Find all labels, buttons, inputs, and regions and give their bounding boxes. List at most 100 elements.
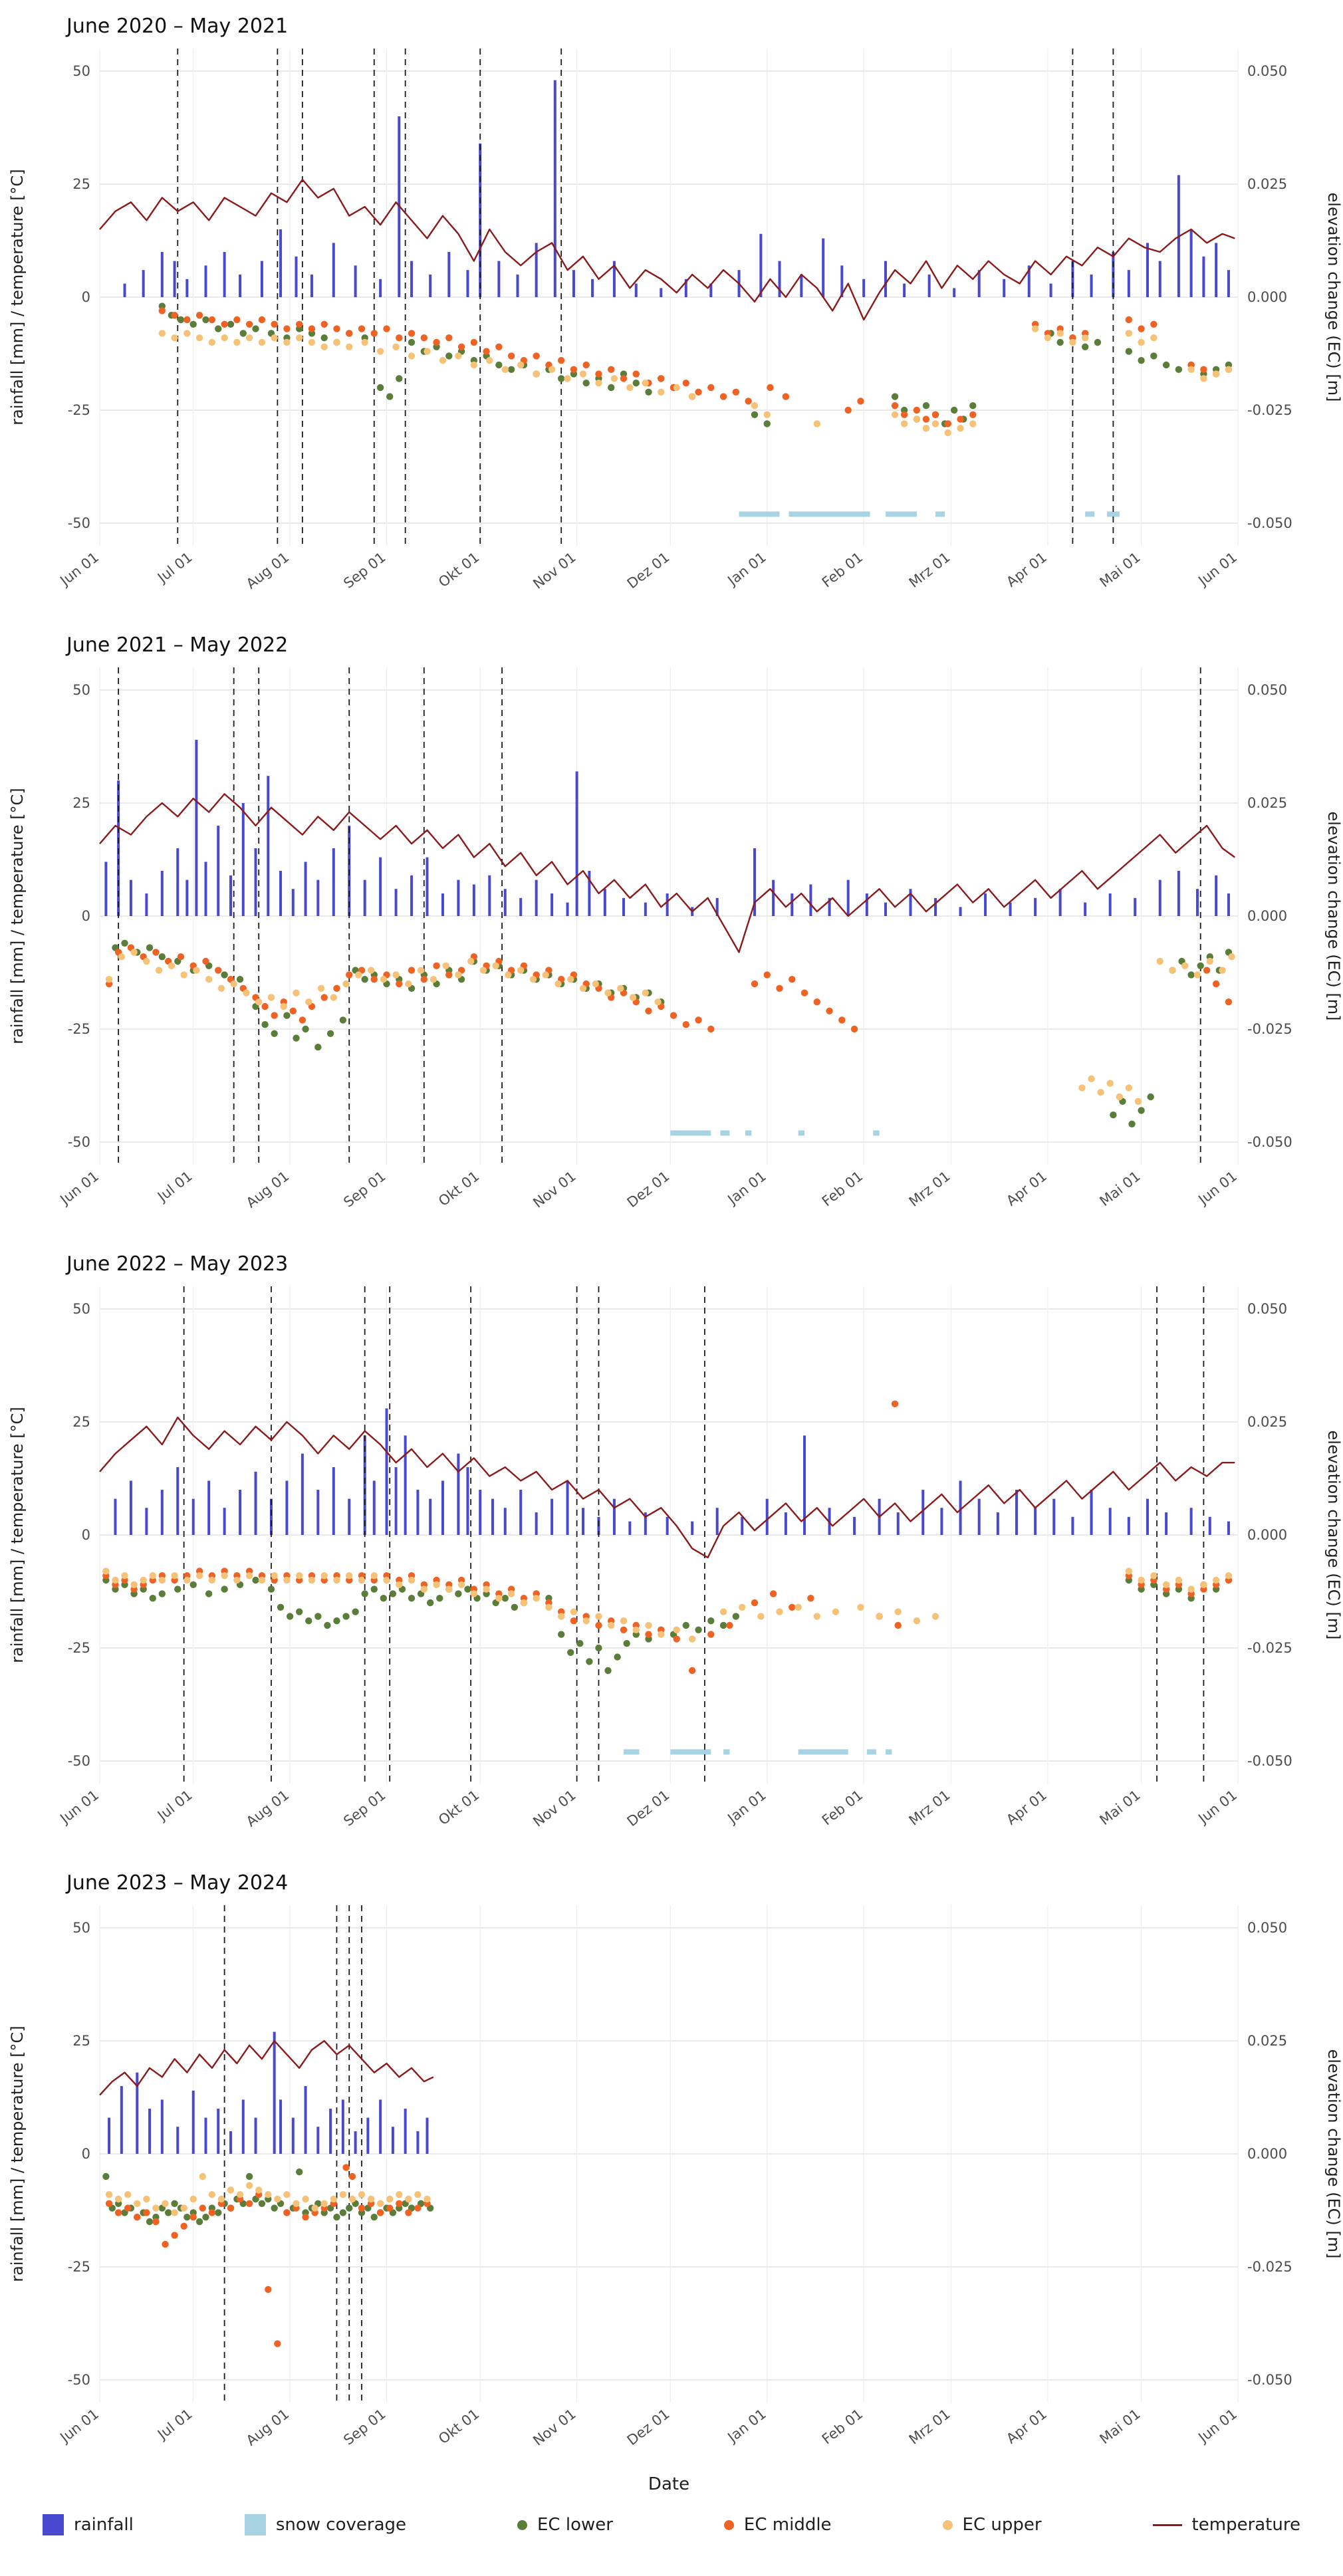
svg-text:-25: -25 [68,1640,90,1656]
svg-text:Nov 01: Nov 01 [530,1787,578,1830]
svg-text:0: 0 [82,289,90,305]
svg-text:-0.025: -0.025 [1247,1021,1292,1037]
svg-text:Sep 01: Sep 01 [340,2406,388,2448]
panel-plot-1: -50 -25 0 25 50 -0.050 -0.025 0.000 0.025 0.050 Ju… [8,667,1343,1211]
svg-text:Jun 01: Jun 01 [1195,549,1241,590]
ec-lower-points [158,302,1233,427]
ec-upper-points [105,2172,431,2216]
svg-text:0.025: 0.025 [1247,2033,1287,2049]
svg-text:Jun 01: Jun 01 [57,2406,102,2446]
temperature-line [99,793,1236,953]
svg-text:Dez 01: Dez 01 [624,2406,673,2448]
y-axis-title-right: elevation change (EC) [m] [1324,811,1343,1020]
svg-text:0: 0 [82,908,90,924]
svg-text:Nov 01: Nov 01 [530,1168,578,1211]
svg-text:25: 25 [72,1414,90,1430]
x-axis-title: Date [648,2474,690,2494]
svg-text:Apr 01: Apr 01 [1003,1168,1050,1209]
survey-date-lines [177,49,1114,546]
panel-plot-0: -50 -25 0 25 50 -0.050 -0.025 0.000 0.025 0.050 Ju… [8,49,1343,592]
svg-text:Feb 01: Feb 01 [819,2406,866,2447]
svg-text:25: 25 [72,2033,90,2049]
svg-text:Jul 01: Jul 01 [154,2406,195,2443]
ec-upper-points [158,325,1233,437]
svg-text:0.025: 0.025 [1247,1414,1287,1430]
svg-text:50: 50 [72,63,90,79]
panel-plot-3: -50 -25 0 25 50 -0.050 -0.025 0.000 0.025 0.050 Ju… [8,1905,1343,2449]
svg-text:Jun 01: Jun 01 [1195,1168,1241,1209]
svg-text:Jul 01: Jul 01 [154,549,195,586]
ec-upper-points [102,1568,1233,1643]
y-axis-labels-right: -0.050 -0.025 0.000 0.025 0.050 [1247,1301,1292,1769]
panel-2022-2023: June 2022 – May 2023 -50 -25 0 25 50 -0.050 -0… [0,1252,1343,1861]
svg-text:0.000: 0.000 [1247,289,1287,305]
y-axis-title-right: elevation change (EC) [m] [1324,1430,1343,1639]
temperature-line [99,179,1235,321]
svg-text:0.025: 0.025 [1247,795,1287,811]
svg-text:elevation change (EC) [m]: elevation change (EC) [m] [1324,2049,1343,2258]
survey-date-lines [183,1286,1205,1784]
svg-text:Jun 01: Jun 01 [1195,2406,1241,2446]
svg-text:0: 0 [82,1527,90,1543]
y-axis-title-left: rainfall [mm] / temperature [°C] [8,169,27,425]
ec-middle-dot-icon [723,2519,734,2530]
svg-text:Okt 01: Okt 01 [435,1787,482,1828]
svg-text:-0.050: -0.050 [1247,2372,1292,2388]
y-axis-labels-left: -50 -25 0 25 50 [68,1301,90,1769]
grid [99,49,1239,546]
y-axis-labels-right: -0.050 -0.025 0.000 0.025 0.050 [1247,682,1292,1150]
svg-text:Dez 01: Dez 01 [624,1787,673,1829]
svg-text:Mrz 01: Mrz 01 [906,2406,953,2448]
svg-text:Aug 01: Aug 01 [243,1787,292,1830]
panel-plot-2: -50 -25 0 25 50 -0.050 -0.025 0.000 0.025 0.050 Ju… [8,1286,1343,1830]
legend: rainfall snow coverage EC lower EC middl… [43,2514,1300,2554]
svg-text:Jun 01: Jun 01 [57,549,102,590]
legend-label: snow coverage [275,2515,407,2535]
y-axis-labels-left: -50 -25 0 25 50 [68,1920,90,2388]
svg-text:50: 50 [72,1301,90,1317]
svg-text:Feb 01: Feb 01 [819,549,866,590]
svg-text:elevation change (EC) [m]: elevation change (EC) [m] [1324,192,1343,402]
svg-text:Feb 01: Feb 01 [819,1787,866,1828]
svg-text:0.000: 0.000 [1247,908,1287,924]
y-axis-labels-left: -50 -25 0 25 50 [68,63,90,531]
svg-text:-25: -25 [68,402,90,418]
svg-text:Sep 01: Sep 01 [340,1787,388,1829]
x-axis-labels: Jun 01 Jul 01 Aug 01 Sep 01 Okt 01 Nov 01 Dez … [57,549,1241,592]
svg-text:0.025: 0.025 [1247,176,1287,192]
svg-text:elevation change (EC) [m]: elevation change (EC) [m] [1324,811,1343,1020]
svg-text:Jun 01: Jun 01 [1195,1787,1241,1827]
panel-title: June 2020 – May 2021 [66,15,289,38]
y-axis-title-right: elevation change (EC) [m] [1324,2049,1343,2258]
svg-text:0.050: 0.050 [1247,1301,1287,1317]
x-axis-labels: Jun 01 Jul 01 Aug 01 Sep 01 Okt 01 Nov 01 Dez … [57,2406,1241,2449]
svg-text:0.050: 0.050 [1247,682,1287,698]
svg-text:Jan 01: Jan 01 [724,1787,769,1827]
svg-text:Aug 01: Aug 01 [243,1168,292,1211]
svg-text:Jan 01: Jan 01 [724,2406,769,2446]
ec-lower-points [112,939,1233,1127]
svg-text:Mai 01: Mai 01 [1097,1787,1144,1828]
svg-text:Mai 01: Mai 01 [1097,2406,1144,2447]
svg-text:-50: -50 [68,2372,90,2388]
svg-text:Apr 01: Apr 01 [1003,549,1050,590]
svg-text:rainfall [mm] / temperature [°: rainfall [mm] / temperature [°C] [8,1407,27,1663]
y-axis-labels-right: -0.050 -0.025 0.000 0.025 0.050 [1247,1920,1292,2388]
rainfall-swatch-icon [43,2514,64,2535]
svg-text:-0.050: -0.050 [1247,1134,1292,1150]
svg-text:Okt 01: Okt 01 [435,1168,482,1209]
svg-text:0.000: 0.000 [1247,1527,1287,1543]
svg-text:0.000: 0.000 [1247,2146,1287,2162]
svg-text:Mrz 01: Mrz 01 [906,549,953,591]
y-axis-labels-right: -0.050 -0.025 0.000 0.025 0.050 [1247,63,1292,531]
snow-coverage-layer [623,1749,892,1755]
svg-text:Nov 01: Nov 01 [530,2406,578,2449]
x-axis-labels: Jun 01 Jul 01 Aug 01 Sep 01 Okt 01 Nov 01 Dez … [57,1787,1241,1830]
ec-middle-points [158,307,1233,427]
panel-title: June 2023 – May 2024 [66,1871,289,1895]
ec-middle-points [102,1400,1233,1675]
rainfall-bars [123,80,1230,297]
legend-item-ec-upper: EC upper [942,2515,1042,2535]
ec-upper-points [105,949,1235,1105]
